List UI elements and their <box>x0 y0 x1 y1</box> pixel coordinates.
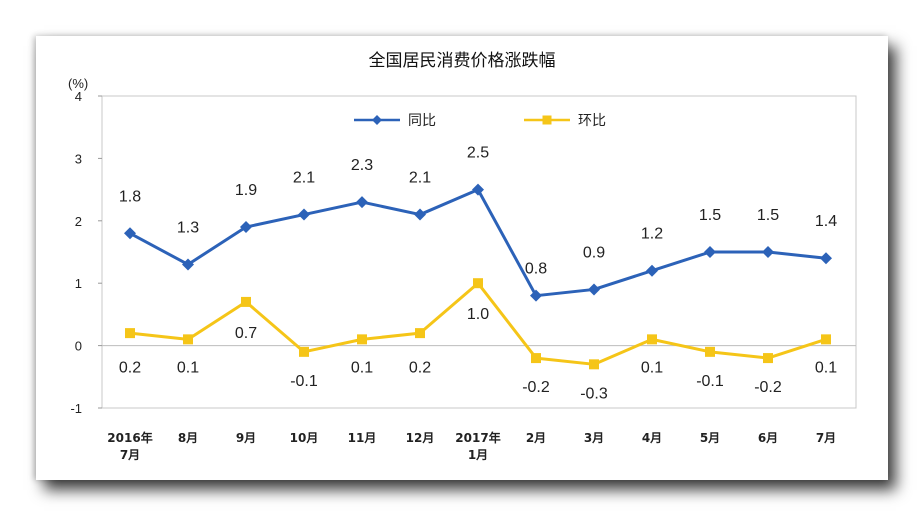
data-label: 1.8 <box>119 188 141 205</box>
y-tick-label: 1 <box>75 276 82 291</box>
data-point <box>124 227 136 240</box>
x-category-label: 5月 <box>700 431 720 445</box>
x-category-label: 4月 <box>642 431 662 445</box>
data-point <box>125 328 135 339</box>
data-point <box>589 359 599 370</box>
data-point <box>183 334 193 345</box>
axes: 4 3 2 1 0 -1 <box>70 89 857 416</box>
x-category-label: 6月 <box>758 431 778 445</box>
data-label: 0.8 <box>525 261 547 278</box>
data-label: 1.9 <box>235 182 257 199</box>
data-point <box>588 283 600 296</box>
data-point <box>356 196 368 209</box>
x-category-label: 2017年 1月 <box>455 430 500 462</box>
data-point <box>820 252 832 265</box>
data-point <box>821 334 831 345</box>
series-layer <box>124 183 832 370</box>
data-label: 2.3 <box>351 157 373 174</box>
data-point <box>473 278 483 289</box>
data-label: 1.5 <box>757 207 779 224</box>
x-category-label: 8月 <box>178 431 198 445</box>
data-label: -0.3 <box>580 385 608 402</box>
legend-marker <box>372 115 382 125</box>
data-label: -0.2 <box>522 379 550 396</box>
x-category-label: 10月 <box>290 431 319 445</box>
y-tick-label: 2 <box>75 214 82 229</box>
data-point <box>704 246 716 258</box>
data-point <box>240 221 252 234</box>
data-label: 0.2 <box>409 360 431 377</box>
data-point <box>472 183 484 196</box>
x-category-label: 12月 <box>406 431 435 445</box>
legend-label: 同比 <box>408 113 436 129</box>
data-label: 0.1 <box>177 360 199 377</box>
y-axis-unit: (%) <box>68 76 88 91</box>
data-point <box>415 328 425 339</box>
legend: 同比 环比 <box>354 113 606 129</box>
data-label: 0.1 <box>351 360 373 377</box>
y-tick-label: 3 <box>75 151 82 166</box>
data-label: 1.0 <box>467 306 489 323</box>
cpi-line-chart: 全国居民消费价格涨跌幅 (%) 4 3 2 1 0 -1 同比 环比 1.8 1.3 1.9 2.… <box>68 51 857 462</box>
data-point <box>182 258 194 271</box>
legend-label: 环比 <box>578 113 606 129</box>
data-label: 2.5 <box>467 145 489 162</box>
x-category-label: 3月 <box>584 431 604 445</box>
data-point <box>646 264 658 277</box>
y-tick-label: 0 <box>75 339 82 354</box>
data-label: -0.2 <box>754 379 782 396</box>
data-label: 0.7 <box>235 325 257 342</box>
data-label: 0.2 <box>119 360 141 377</box>
data-point <box>762 246 774 258</box>
x-category-label: 7月 <box>816 431 836 445</box>
data-point <box>357 334 367 345</box>
data-point <box>705 346 715 357</box>
data-point <box>299 346 309 357</box>
data-point <box>241 296 251 307</box>
x-category-label: 9月 <box>236 431 256 445</box>
legend-marker <box>542 115 552 125</box>
series-line <box>129 281 827 366</box>
data-labels: 1.8 1.3 1.9 2.1 2.3 2.1 2.5 0.8 0.9 1.2 1.5 1.5 1.4 0… <box>119 145 837 403</box>
data-label: -0.1 <box>290 373 318 390</box>
data-point <box>531 353 541 364</box>
data-point <box>298 208 310 221</box>
data-point <box>530 289 542 302</box>
y-tick-label: -1 <box>70 401 82 416</box>
data-label: 1.2 <box>641 226 663 243</box>
y-tick-label: 4 <box>75 89 82 104</box>
x-category-label: 2016年 7月 <box>107 430 152 462</box>
data-point <box>647 334 657 345</box>
chart-title: 全国居民消费价格涨跌幅 <box>369 51 556 71</box>
x-category-label: 2月 <box>526 431 546 445</box>
data-label: 0.9 <box>583 244 605 261</box>
data-label: -0.1 <box>696 373 724 390</box>
plot-frame <box>101 95 857 409</box>
data-label: 1.4 <box>815 213 837 230</box>
x-axis-categories: 2016年 7月 8月 9月 10月 11月 12月 2017年 1月 2月 3月 4月 5月 6月 7月 <box>107 430 836 462</box>
data-label: 0.1 <box>641 360 663 377</box>
data-label: 2.1 <box>409 170 431 187</box>
data-label: 0.1 <box>815 360 837 377</box>
data-label: 2.1 <box>293 170 315 187</box>
data-label: 1.5 <box>699 207 721 224</box>
chart-card: 全国居民消费价格涨跌幅 (%) 4 3 2 1 0 -1 同比 环比 1.8 1.3 1.9 2.… <box>36 36 888 480</box>
data-point <box>763 353 773 364</box>
data-label: 1.3 <box>177 219 199 236</box>
data-point <box>414 208 426 221</box>
x-category-label: 11月 <box>348 431 377 445</box>
